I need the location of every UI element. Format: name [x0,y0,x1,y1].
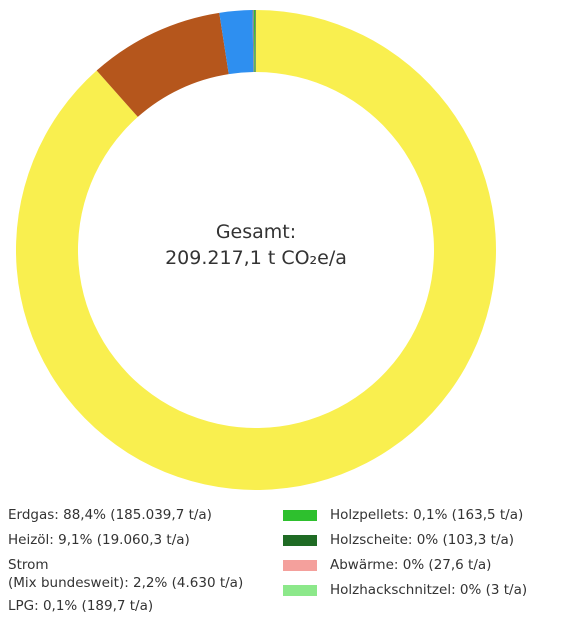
center-title: Gesamt: [216,221,296,243]
legend-label: LPG: 0,1% (189,7 t/a) [8,598,154,614]
slice [252,10,255,73]
slice [255,10,256,73]
legend-swatch [283,560,317,571]
legend-label: Holzhackschnitzel: 0% (3 t/a) [330,582,528,598]
slice [253,10,256,73]
legend-label: Erdgas: 88,4% (185.039,7 t/a) [8,507,212,523]
legend-label: Strom (Mix bundesweit): 2,2% (4.630 t/a) [8,557,244,591]
slice [219,10,254,75]
legend-swatch [283,535,317,546]
slice [96,12,229,117]
legend-swatch [283,585,317,596]
legend-label: Abwärme: 0% (27,6 t/a) [330,557,492,573]
center-total: 209.217,1 t CO₂e/a [165,247,347,269]
legend-label: Holzscheite: 0% (103,3 t/a) [330,532,515,548]
legend-swatch [283,510,317,521]
legend-label: Heizöl: 9,1% (19.060,3 t/a) [8,532,190,548]
chart: Gesamt: 209.217,1 t CO₂e/a [16,9,496,490]
legend-label: Holzpellets: 0,1% (163,5 t/a) [330,507,524,523]
